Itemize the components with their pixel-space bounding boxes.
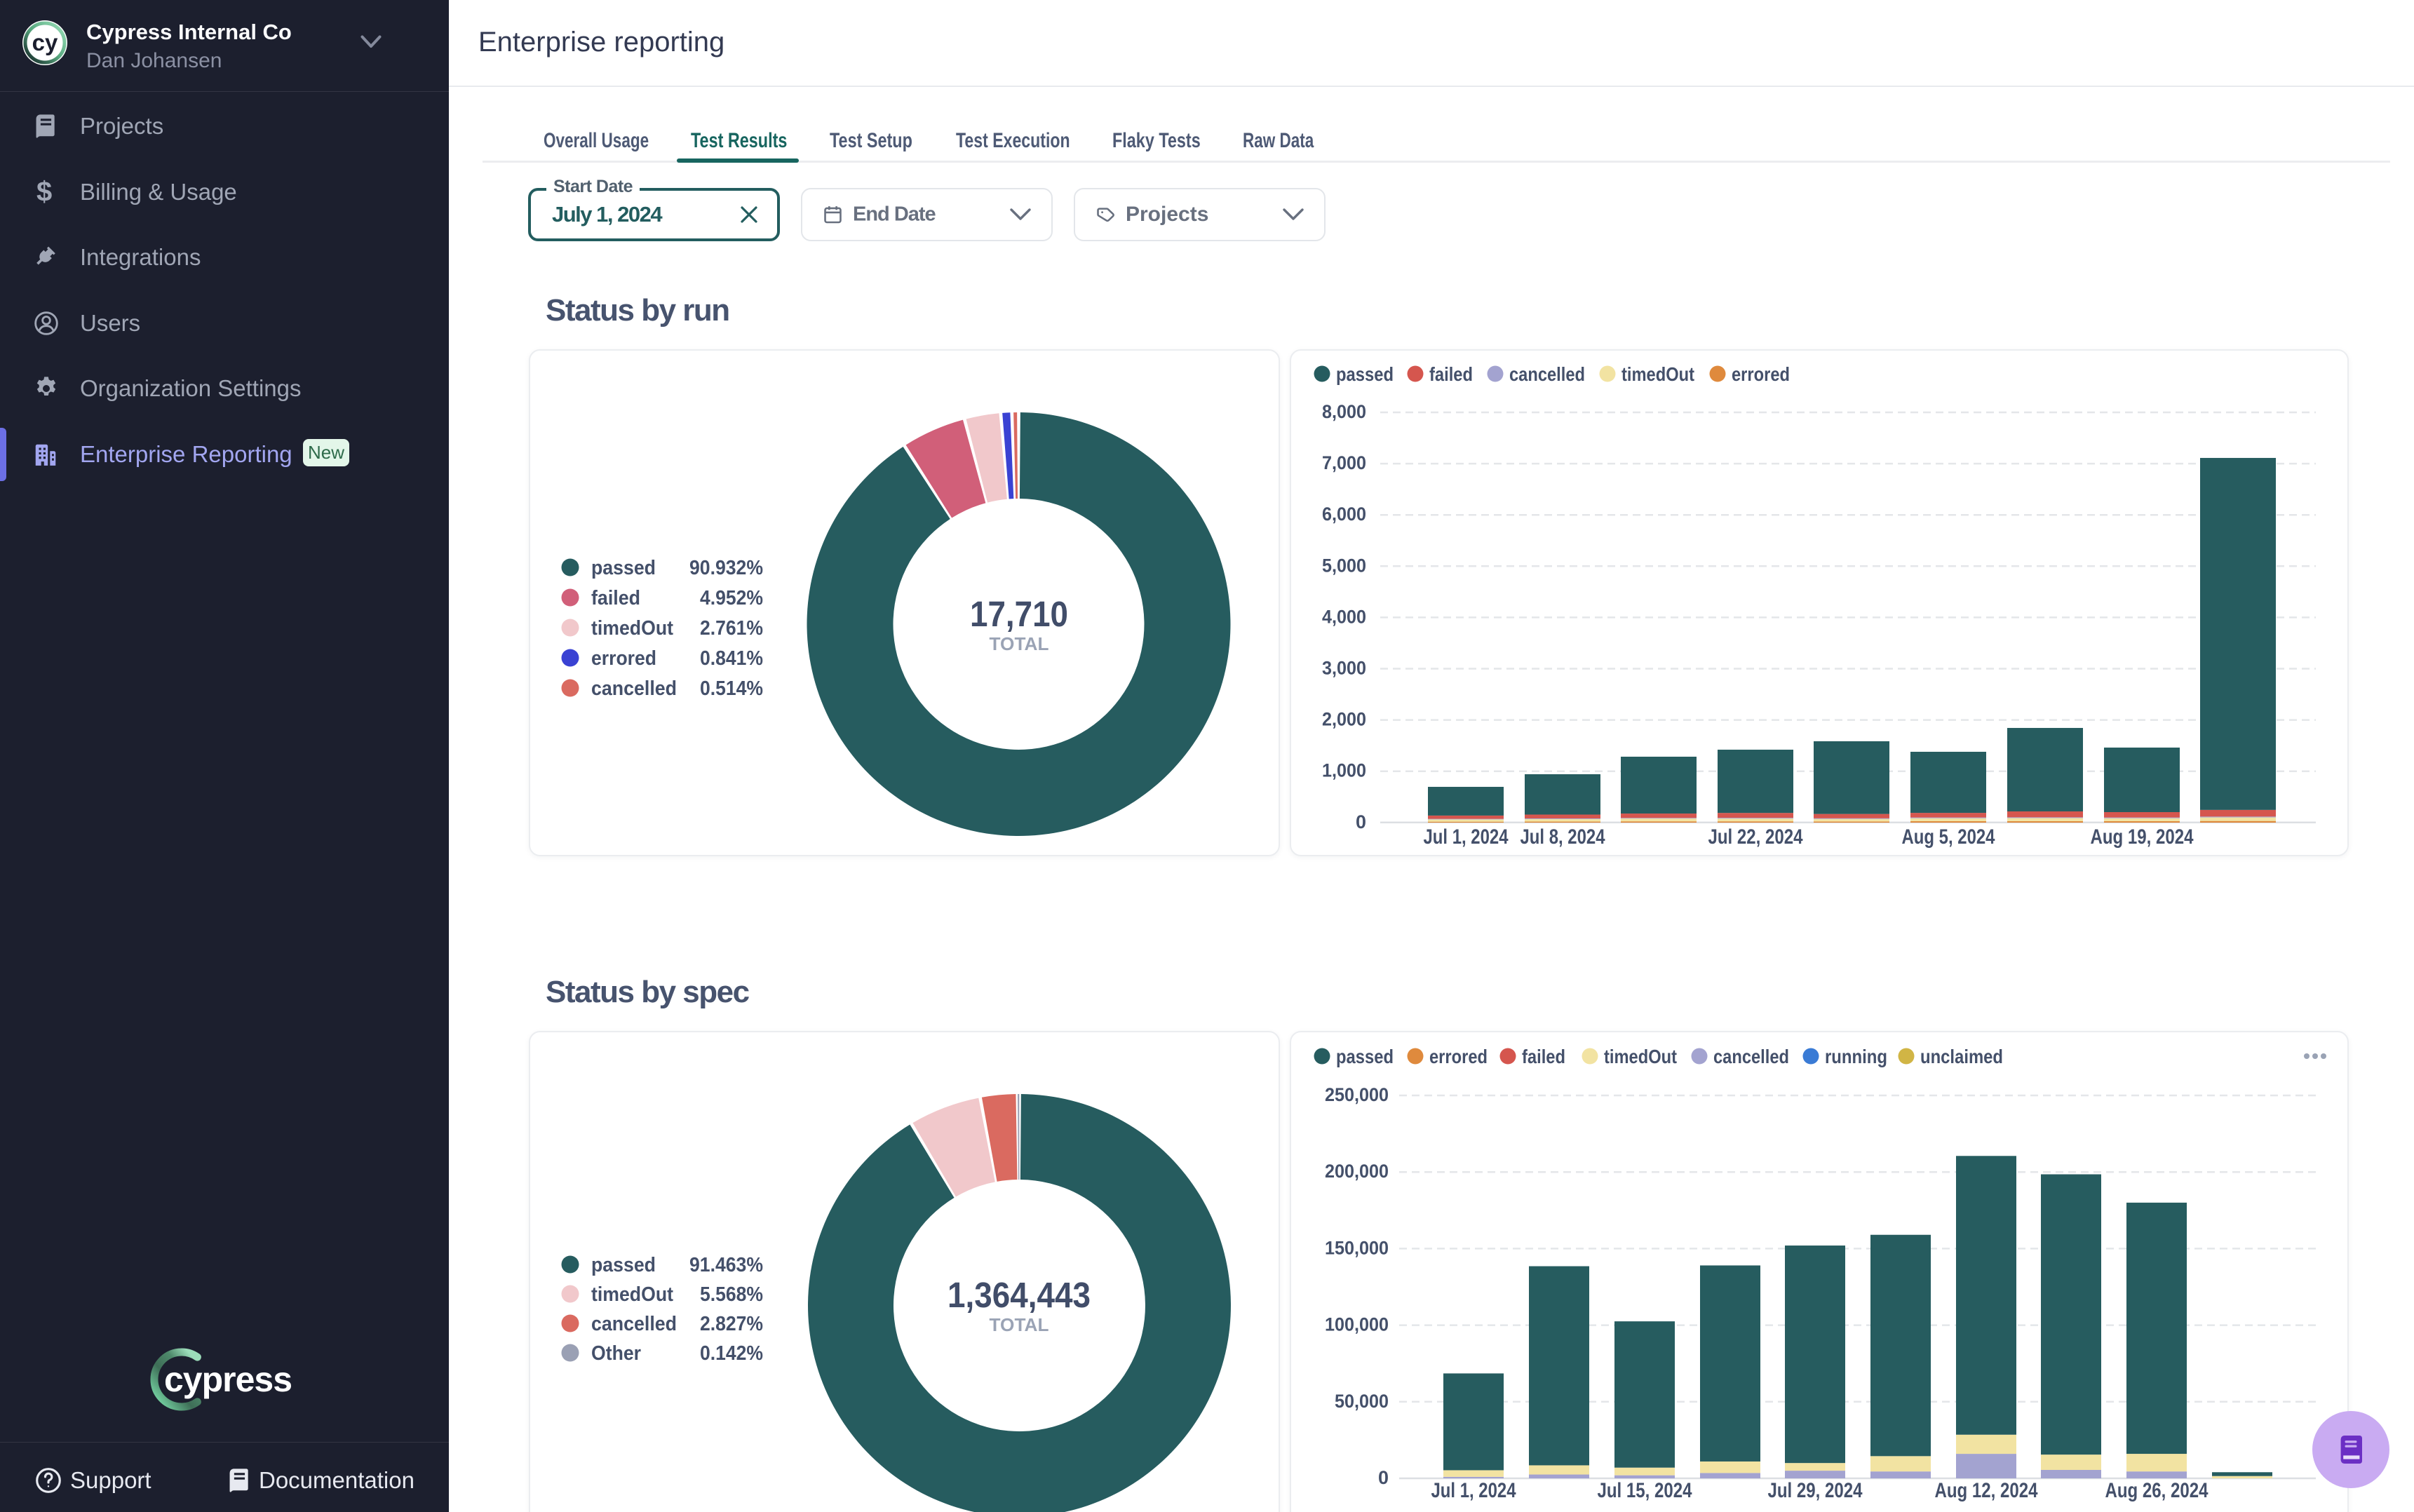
svg-text:passed: passed [1336,1046,1394,1067]
svg-text:1,000: 1,000 [1322,760,1366,781]
svg-text:passed: passed [1336,363,1394,385]
svg-text:0.841%: 0.841% [700,647,763,670]
svg-text:cancelled: cancelled [591,1313,677,1335]
svg-text:TOTAL: TOTAL [990,633,1049,654]
svg-text:Jul 8, 2024: Jul 8, 2024 [1520,825,1605,849]
svg-text:Aug 19, 2024: Aug 19, 2024 [2091,825,2194,849]
svg-text:Other: Other [591,1342,641,1365]
svg-text:7,000: 7,000 [1322,452,1366,473]
svg-text:TOTAL: TOTAL [990,1314,1049,1335]
svg-text:failed: failed [1522,1046,1565,1067]
svg-text:timedOut: timedOut [1621,363,1694,385]
svg-text:50,000: 50,000 [1335,1391,1389,1412]
svg-text:90.932%: 90.932% [689,557,763,579]
svg-text:errored: errored [1429,1046,1488,1067]
svg-text:cancelled: cancelled [1509,363,1585,385]
svg-text:cancelled: cancelled [591,677,677,700]
svg-text:timedOut: timedOut [591,1283,673,1306]
svg-text:0.514%: 0.514% [700,677,763,700]
svg-text:errored: errored [591,647,656,670]
svg-text:91.463%: 91.463% [689,1254,763,1276]
svg-text:cancelled: cancelled [1713,1046,1789,1067]
svg-text:2.761%: 2.761% [700,617,763,640]
svg-text:250,000: 250,000 [1325,1084,1389,1105]
svg-text:150,000: 150,000 [1325,1237,1389,1258]
svg-text:5,000: 5,000 [1322,555,1366,576]
svg-text:4.952%: 4.952% [700,587,763,609]
svg-text:8,000: 8,000 [1322,401,1366,422]
svg-text:timedOut: timedOut [1604,1046,1677,1067]
svg-text:Jul 1, 2024: Jul 1, 2024 [1431,1479,1516,1502]
svg-text:Jul 22, 2024: Jul 22, 2024 [1708,825,1803,849]
svg-text:timedOut: timedOut [591,617,673,640]
svg-text:2,000: 2,000 [1322,709,1366,730]
svg-text:Aug 26, 2024: Aug 26, 2024 [2105,1479,2209,1502]
svg-text:5.568%: 5.568% [700,1283,763,1306]
svg-text:failed: failed [1429,363,1473,385]
svg-text:Jul 15, 2024: Jul 15, 2024 [1598,1479,1692,1502]
svg-text:0: 0 [1378,1467,1389,1488]
svg-text:passed: passed [591,557,656,579]
svg-text:100,000: 100,000 [1325,1314,1389,1335]
svg-text:cy: cy [32,29,58,55]
svg-text:Aug 5, 2024: Aug 5, 2024 [1902,825,1995,849]
svg-text:cypress: cypress [164,1360,292,1399]
svg-text:errored: errored [1732,363,1790,385]
svg-text:Jul 1, 2024: Jul 1, 2024 [1424,825,1509,849]
svg-text:unclaimed: unclaimed [1920,1046,2003,1067]
svg-text:1,364,443: 1,364,443 [948,1275,1091,1315]
svg-text:0: 0 [1356,811,1366,832]
svg-text:200,000: 200,000 [1325,1161,1389,1182]
svg-text:4,000: 4,000 [1322,606,1366,627]
svg-text:0.142%: 0.142% [700,1342,763,1365]
svg-text:17,710: 17,710 [970,594,1068,634]
svg-text:3,000: 3,000 [1322,658,1366,679]
svg-text:passed: passed [591,1254,656,1276]
svg-text:Jul 29, 2024: Jul 29, 2024 [1768,1479,1863,1502]
svg-text:failed: failed [591,587,640,609]
svg-text:running: running [1825,1046,1887,1067]
svg-text:Aug 12, 2024: Aug 12, 2024 [1935,1479,2038,1502]
svg-text:2.827%: 2.827% [700,1313,763,1335]
svg-text:6,000: 6,000 [1322,504,1366,525]
